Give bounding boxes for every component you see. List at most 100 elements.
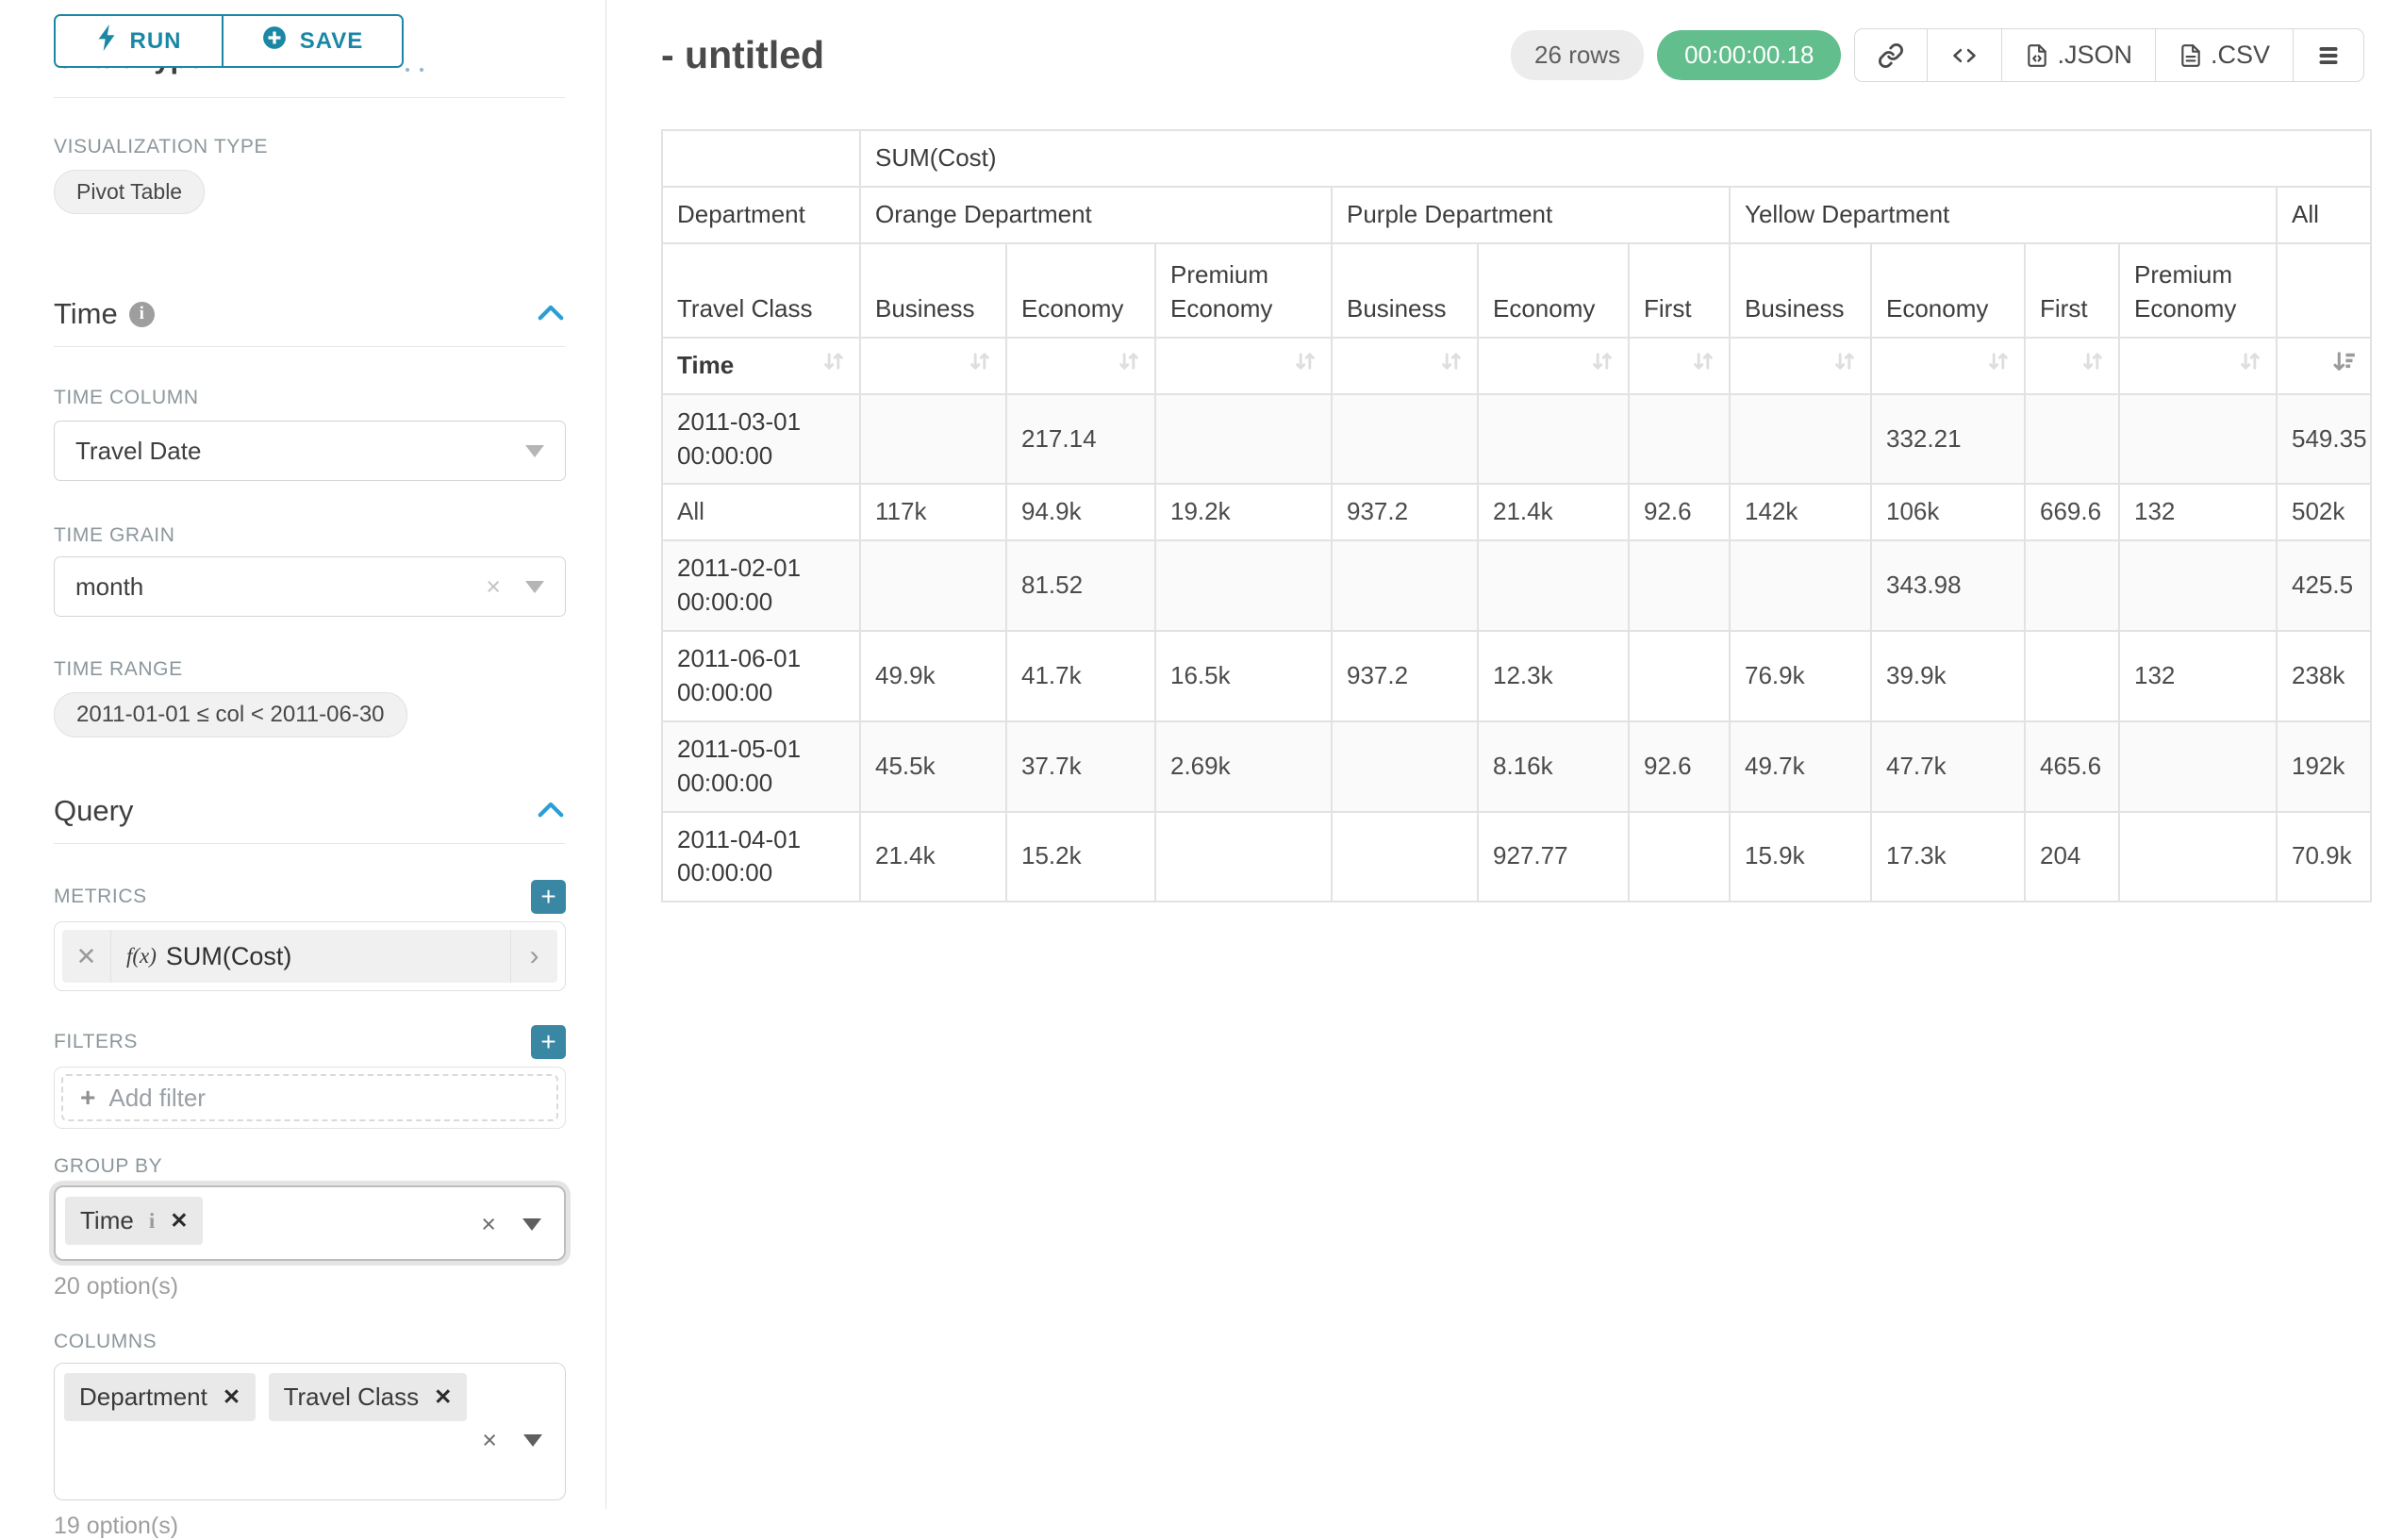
export-json-button[interactable]: .JSON	[2001, 29, 2155, 81]
export-csv-button[interactable]: .CSV	[2154, 29, 2293, 81]
pivot-cell	[1628, 810, 1731, 903]
sort-icon[interactable]	[1987, 349, 2010, 383]
sort-cell	[2275, 336, 2373, 395]
chevron-down-icon	[525, 444, 544, 457]
clear-icon[interactable]: ×	[481, 1210, 496, 1238]
time-grain-select[interactable]: month ×	[54, 556, 566, 617]
save-button[interactable]: SAVE	[224, 16, 402, 66]
time-range-label: TIME RANGE	[54, 658, 183, 680]
travel-class-header[interactable]: First	[2024, 241, 2120, 339]
columns-chip[interactable]: Travel Class ✕	[268, 1373, 468, 1421]
pivot-cell	[2118, 539, 2278, 632]
travel-class-header[interactable]: Economy	[1005, 241, 1156, 339]
chevron-right-icon[interactable]: ›	[510, 930, 557, 983]
add-filter-dropzone[interactable]: + Add filter	[61, 1074, 558, 1121]
sort-icon[interactable]	[2239, 349, 2262, 383]
pivot-cell: 47.7k	[1870, 720, 2026, 813]
department-group-header[interactable]: All	[2275, 185, 2373, 244]
pivot-cell: 927.77	[1477, 810, 1630, 903]
add-metric-button[interactable]: +	[531, 880, 566, 914]
remove-chip-icon[interactable]: ✕	[170, 1208, 189, 1233]
travel-class-header[interactable]: Economy	[1477, 241, 1630, 339]
table-row: 2011-05-01 00:00:00 45.5k 37.7k 2.69k 8.16k 9…	[661, 720, 2373, 813]
sort-icon[interactable]	[2081, 349, 2104, 383]
metric-pill[interactable]: ✕ f(x) SUM(Cost) ›	[62, 930, 557, 983]
chevron-down-icon	[525, 580, 544, 593]
department-group-header[interactable]: Orange Department	[859, 185, 1333, 244]
query-buttons: RUN SAVE	[54, 14, 404, 68]
pivot-cell: 49.7k	[1729, 720, 1872, 813]
sort-icon[interactable]	[969, 349, 991, 383]
pivot-cell	[1331, 539, 1479, 632]
corner-cell	[661, 129, 861, 188]
pivot-cell	[1477, 392, 1630, 486]
group-by-options-hint: 20 option(s)	[54, 1273, 179, 1300]
metrics-label: METRICS	[54, 886, 147, 907]
sort-icon[interactable]	[1294, 349, 1317, 383]
pivot-cell	[1729, 392, 1872, 486]
sort-icon[interactable]	[1440, 349, 1463, 383]
add-filter-text: Add filter	[108, 1083, 206, 1112]
sort-row: Time	[661, 336, 2373, 395]
time-column-label: TIME COLUMN	[54, 387, 199, 408]
group-by-label: GROUP BY	[54, 1155, 163, 1177]
pivot-cell: 37.7k	[1005, 720, 1156, 813]
chart-header: - untitled 26 rows 00:00:00.18 .JSON .CS…	[607, 0, 2386, 87]
sort-icon[interactable]	[1833, 349, 1856, 383]
travel-class-header[interactable]: Economy	[1870, 241, 2026, 339]
remove-chip-icon[interactable]: ✕	[222, 1384, 241, 1409]
travel-class-header[interactable]: Premium Economy	[2118, 241, 2278, 339]
group-by-select[interactable]: Time i ✕ ×	[54, 1185, 566, 1261]
clear-icon[interactable]: ×	[482, 1426, 497, 1454]
department-group-header[interactable]: Purple Department	[1331, 185, 1731, 244]
travel-class-header[interactable]	[2275, 241, 2373, 339]
pivot-cell	[2118, 392, 2278, 486]
sort-desc-icon[interactable]	[2331, 349, 2356, 383]
sort-cell	[1729, 336, 1872, 395]
time-range-pill[interactable]: 2011-01-01 ≤ col < 2011-06-30	[54, 692, 407, 737]
pivot-cell: 21.4k	[1477, 483, 1630, 542]
run-button[interactable]: RUN	[56, 16, 224, 66]
metrics-container: ✕ f(x) SUM(Cost) ›	[54, 921, 566, 991]
query-section-title: Query	[54, 794, 134, 827]
pivot-cell	[859, 539, 1007, 632]
time-column-select[interactable]: Travel Date	[54, 421, 566, 481]
sort-cell	[1870, 336, 2026, 395]
pivot-cell: 49.9k	[859, 630, 1007, 722]
export-toolbar: .JSON .CSV	[1854, 28, 2364, 82]
travel-class-header[interactable]: Business	[859, 241, 1007, 339]
remove-chip-icon[interactable]: ✕	[434, 1384, 453, 1409]
query-section-header: Query	[54, 794, 565, 828]
embed-code-button[interactable]	[1927, 29, 2001, 81]
menu-button[interactable]	[2293, 29, 2363, 81]
pivot-cell	[1331, 392, 1479, 486]
share-link-button[interactable]	[1855, 29, 1927, 81]
column-dimension-label: Department	[661, 185, 861, 244]
travel-class-header[interactable]: Premium Economy	[1154, 241, 1333, 339]
sort-icon[interactable]	[1591, 349, 1614, 383]
pivot-cell: 937.2	[1331, 630, 1479, 722]
chevron-up-icon[interactable]	[537, 799, 565, 824]
pivot-cell: 106k	[1870, 483, 2026, 542]
visualization-type-pill[interactable]: Pivot Table	[54, 170, 206, 214]
columns-select[interactable]: Department ✕ Travel Class ✕ ×	[54, 1363, 566, 1500]
clear-icon[interactable]: ×	[486, 571, 501, 601]
travel-class-header[interactable]: First	[1628, 241, 1731, 339]
sort-icon[interactable]	[822, 349, 845, 383]
chevron-up-icon[interactable]	[537, 302, 565, 327]
pivot-cell: 332.21	[1870, 392, 2026, 486]
remove-metric-icon[interactable]: ✕	[62, 930, 111, 983]
columns-chip[interactable]: Department ✕	[64, 1373, 257, 1421]
row-dimension-header: Time	[661, 336, 861, 395]
sort-icon[interactable]	[1692, 349, 1715, 383]
travel-class-header[interactable]: Business	[1331, 241, 1479, 339]
sort-icon[interactable]	[1118, 349, 1140, 383]
department-group-header[interactable]: Yellow Department	[1729, 185, 2278, 244]
pivot-cell: 21.4k	[859, 810, 1007, 903]
group-by-chip[interactable]: Time i ✕	[65, 1197, 204, 1245]
add-filter-button[interactable]: +	[531, 1025, 566, 1059]
pivot-cell: 2.69k	[1154, 720, 1333, 813]
row-label: 2011-04-01 00:00:00	[661, 810, 861, 903]
pivot-cell: 937.2	[1331, 483, 1479, 542]
travel-class-header[interactable]: Business	[1729, 241, 1872, 339]
